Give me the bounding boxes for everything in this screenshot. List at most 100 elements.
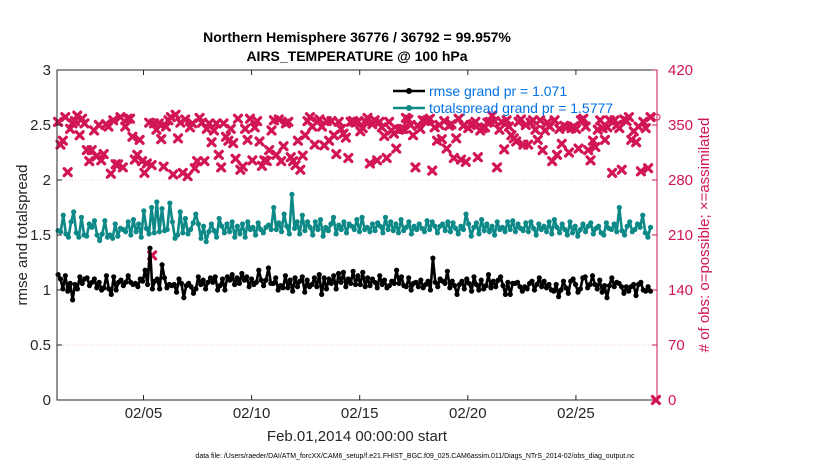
rmse-point [599, 289, 605, 295]
rmse-point [338, 279, 344, 285]
rmse-point [531, 287, 538, 293]
obs-assimilated-marker [213, 149, 224, 160]
rmse-point [154, 276, 160, 282]
rmse-point [476, 287, 482, 293]
rmse-point [72, 281, 78, 288]
totalspread-point [325, 228, 331, 234]
rmse-point [335, 270, 342, 277]
totalspread-point [468, 233, 474, 239]
chart-subtitle: AIRS_TEMPERATURE @ 100 hPa [246, 48, 467, 64]
rmse-point [507, 291, 513, 297]
totalspread-point [76, 234, 82, 240]
rmse-point [364, 275, 371, 281]
obs-assimilated-marker [84, 156, 95, 167]
obs-assimilated-marker [590, 141, 601, 153]
rmse-point [258, 277, 264, 283]
totalspread-point [156, 229, 163, 235]
totalspread-point [141, 208, 147, 214]
totalspread-point [356, 229, 363, 235]
rmse-point [643, 288, 649, 294]
totalspread-point [484, 221, 490, 227]
rmse-point [362, 284, 368, 290]
y-tick-label: 0.5 [30, 337, 51, 354]
totalspread-point [398, 217, 404, 223]
totalspread-point [195, 221, 201, 227]
obs-assimilated-marker [491, 162, 503, 173]
obs-assimilated-marker [309, 139, 320, 150]
rmse-point [372, 279, 378, 285]
totalspread-point [619, 228, 625, 234]
rmse-point [171, 281, 177, 288]
obs-assimilated-marker [122, 113, 133, 124]
totalspread-point [198, 235, 204, 241]
totalspread-point [393, 221, 399, 227]
obs-assimilated-marker [206, 137, 217, 148]
totalspread-point [510, 218, 516, 224]
rmse-point [350, 268, 356, 274]
totalspread-point [492, 232, 498, 238]
rmse-point [464, 276, 470, 282]
totalspread-point [182, 215, 189, 222]
obs-assimilated-marker [527, 115, 539, 126]
rmse-point [96, 279, 102, 285]
totalspread-point [84, 233, 90, 239]
rmse-point [563, 285, 569, 291]
obs-assimilated-marker [532, 134, 543, 146]
rmse-point [188, 284, 194, 290]
totalspread-point [442, 228, 448, 234]
rmse-point [314, 284, 320, 290]
chart-title: Northern Hemisphere 36776 / 36792 = 99.9… [203, 29, 511, 45]
totalspread-point [219, 223, 225, 229]
rmse-point [430, 255, 436, 261]
totalspread-point [507, 226, 513, 233]
obs-assimilated-marker [333, 116, 344, 127]
obs-assimilated-marker [410, 162, 421, 173]
rmse-point [415, 284, 421, 290]
totalspread-point [603, 220, 609, 226]
y-tick-label: 2.5 [30, 117, 51, 134]
totalspread-point [450, 220, 456, 226]
rmse-point [442, 280, 448, 286]
totalspread-point [110, 235, 116, 241]
rmse-point [560, 278, 567, 284]
totalspread-point [146, 231, 152, 237]
totalspread-point [572, 223, 578, 229]
rmse-point [493, 284, 499, 290]
rmse-point [626, 288, 632, 294]
obs-assimilated-marker [551, 149, 563, 160]
rmse-point [587, 281, 593, 288]
totalspread-point [216, 215, 222, 222]
rmse-point [212, 274, 218, 280]
rmse-point [292, 275, 298, 281]
totalspread-point [169, 219, 176, 225]
totalspread-point [260, 230, 266, 236]
obs-assimilated-marker [499, 144, 510, 155]
rmse-point [294, 284, 301, 290]
obs-assimilated-marker [278, 141, 289, 152]
obs-assimilated-marker [276, 156, 287, 167]
totalspread-point [128, 232, 134, 238]
rmse-point [108, 291, 114, 297]
totalspread-point [187, 226, 194, 233]
totalspread-point [520, 228, 526, 234]
obs-assimilated-marker [451, 133, 462, 144]
obs-assimilated-marker [511, 136, 522, 147]
totalspread-point [582, 229, 589, 235]
rmse-point [572, 281, 579, 288]
rmse-point [340, 269, 347, 275]
rmse-point [357, 281, 363, 288]
totalspread-point [463, 211, 469, 217]
totalspread-point [367, 229, 373, 235]
obs-assimilated-marker [494, 124, 505, 135]
totalspread-point [647, 224, 654, 230]
rmse-point [222, 287, 228, 293]
y-right-tick-label: 350 [668, 117, 693, 134]
totalspread-point [286, 231, 292, 237]
obs-assimilated-marker [472, 152, 483, 163]
obs-assimilated-marker [297, 150, 308, 161]
obs-assimilated-marker [52, 116, 64, 127]
obs-assimilated-marker [156, 134, 167, 145]
totalspread-point [333, 231, 339, 237]
rmse-point [360, 269, 366, 275]
